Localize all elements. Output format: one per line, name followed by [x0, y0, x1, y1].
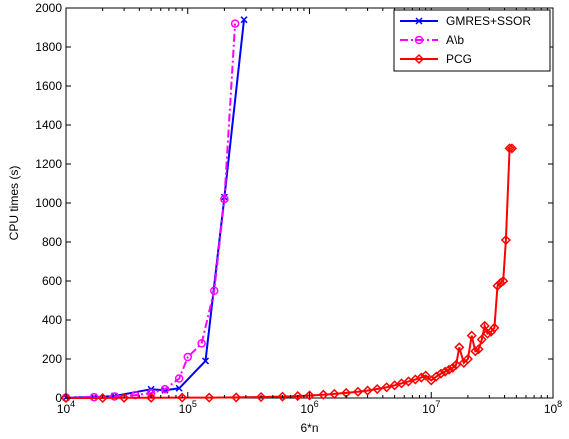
data-point — [277, 391, 288, 402]
tick-layer: 0200400600800100012001400160018002000104… — [35, 1, 562, 416]
data-point — [110, 392, 119, 401]
data-point — [498, 275, 509, 287]
data-point — [292, 390, 303, 402]
data-point — [479, 320, 490, 331]
y-tick-label: 400 — [42, 313, 62, 327]
data-point — [352, 386, 364, 397]
data-point — [160, 384, 170, 394]
data-point — [362, 385, 373, 396]
legend-marker — [415, 17, 423, 25]
data-point — [492, 280, 503, 291]
data-point — [97, 392, 108, 404]
y-tick-label: 200 — [42, 352, 62, 366]
data-point — [500, 234, 511, 246]
legend-entry: A\b — [400, 33, 464, 47]
data-point — [304, 390, 315, 401]
series-line — [65, 23, 237, 399]
legend-marker — [414, 35, 424, 45]
x-tick-base: 10 — [57, 402, 71, 416]
x-tick-base: 10 — [544, 402, 558, 416]
data-point — [146, 392, 157, 403]
data-point — [60, 392, 72, 404]
x-tick-base: 10 — [422, 402, 436, 416]
data-point — [175, 384, 183, 392]
x-tick-label: 107 — [422, 399, 440, 416]
data-point — [489, 322, 500, 333]
series-layer — [60, 16, 518, 404]
data-point — [504, 143, 515, 154]
x-axis-title: 6*n — [300, 421, 318, 435]
y-tick-label: 1400 — [35, 118, 62, 132]
data-point — [177, 392, 188, 403]
legend-entry: GMRES+SSOR — [400, 14, 531, 28]
legend-marker — [413, 53, 425, 65]
data-point — [230, 19, 240, 28]
data-point — [197, 339, 206, 348]
y-tick-label: 800 — [42, 235, 62, 249]
data-point — [506, 143, 518, 154]
x-tick-exponent: 7 — [435, 399, 440, 409]
data-point — [447, 362, 458, 373]
data-point — [420, 370, 431, 381]
legend-label: PCG — [446, 52, 472, 66]
data-point — [240, 16, 248, 24]
x-tick-base: 10 — [179, 402, 193, 416]
x-tick-exponent: 6 — [314, 399, 319, 409]
legend: GMRES+SSOR A\b PCG — [393, 9, 551, 72]
data-point — [495, 277, 506, 289]
x-tick-label: 104 — [57, 399, 75, 416]
y-tick-label: 1200 — [35, 157, 62, 171]
y-tick-label: 1000 — [35, 196, 62, 210]
data-point — [204, 392, 215, 403]
x-tick-label: 108 — [544, 399, 562, 416]
y-axis-title: CPU times (s) — [7, 166, 21, 241]
data-point — [482, 328, 493, 339]
data-point — [183, 352, 192, 362]
y-tick-label: 1800 — [35, 40, 62, 54]
data-point — [416, 372, 427, 383]
legend-label: GMRES+SSOR — [446, 14, 531, 28]
series-PCG — [60, 143, 518, 404]
data-point — [329, 388, 340, 399]
data-point — [454, 342, 465, 353]
x-tick-label: 105 — [179, 399, 197, 416]
y-tick-label: 2000 — [35, 1, 62, 15]
x-tick-exponent: 8 — [557, 399, 562, 409]
data-point — [372, 383, 383, 395]
legend-label: A\b — [446, 33, 464, 47]
data-point — [119, 392, 130, 403]
x-tick-label: 106 — [300, 399, 318, 416]
data-point — [476, 334, 487, 345]
data-point — [202, 357, 210, 365]
data-point — [318, 389, 329, 400]
data-point — [381, 382, 392, 393]
data-point — [470, 346, 481, 357]
plot-area — [65, 7, 554, 399]
data-point — [451, 359, 462, 370]
x-tick-exponent: 4 — [70, 399, 75, 409]
data-point — [466, 330, 477, 341]
data-point — [255, 391, 267, 403]
legend-entry: PCG — [400, 52, 472, 66]
data-point — [174, 374, 184, 383]
data-point — [220, 194, 229, 204]
data-point — [462, 353, 473, 365]
x-tick-base: 10 — [300, 402, 314, 416]
legend-entries: GMRES+SSOR A\b PCG — [400, 14, 531, 66]
y-tick-label: 0 — [55, 391, 62, 405]
x-tick-exponent: 5 — [192, 399, 197, 409]
data-point — [473, 344, 484, 355]
data-point — [440, 366, 451, 377]
data-point — [231, 392, 242, 403]
y-tick-label: 600 — [42, 274, 62, 288]
data-point — [443, 364, 455, 375]
y-tick-label: 1600 — [35, 79, 62, 93]
data-point — [435, 368, 446, 379]
data-point — [209, 286, 219, 295]
